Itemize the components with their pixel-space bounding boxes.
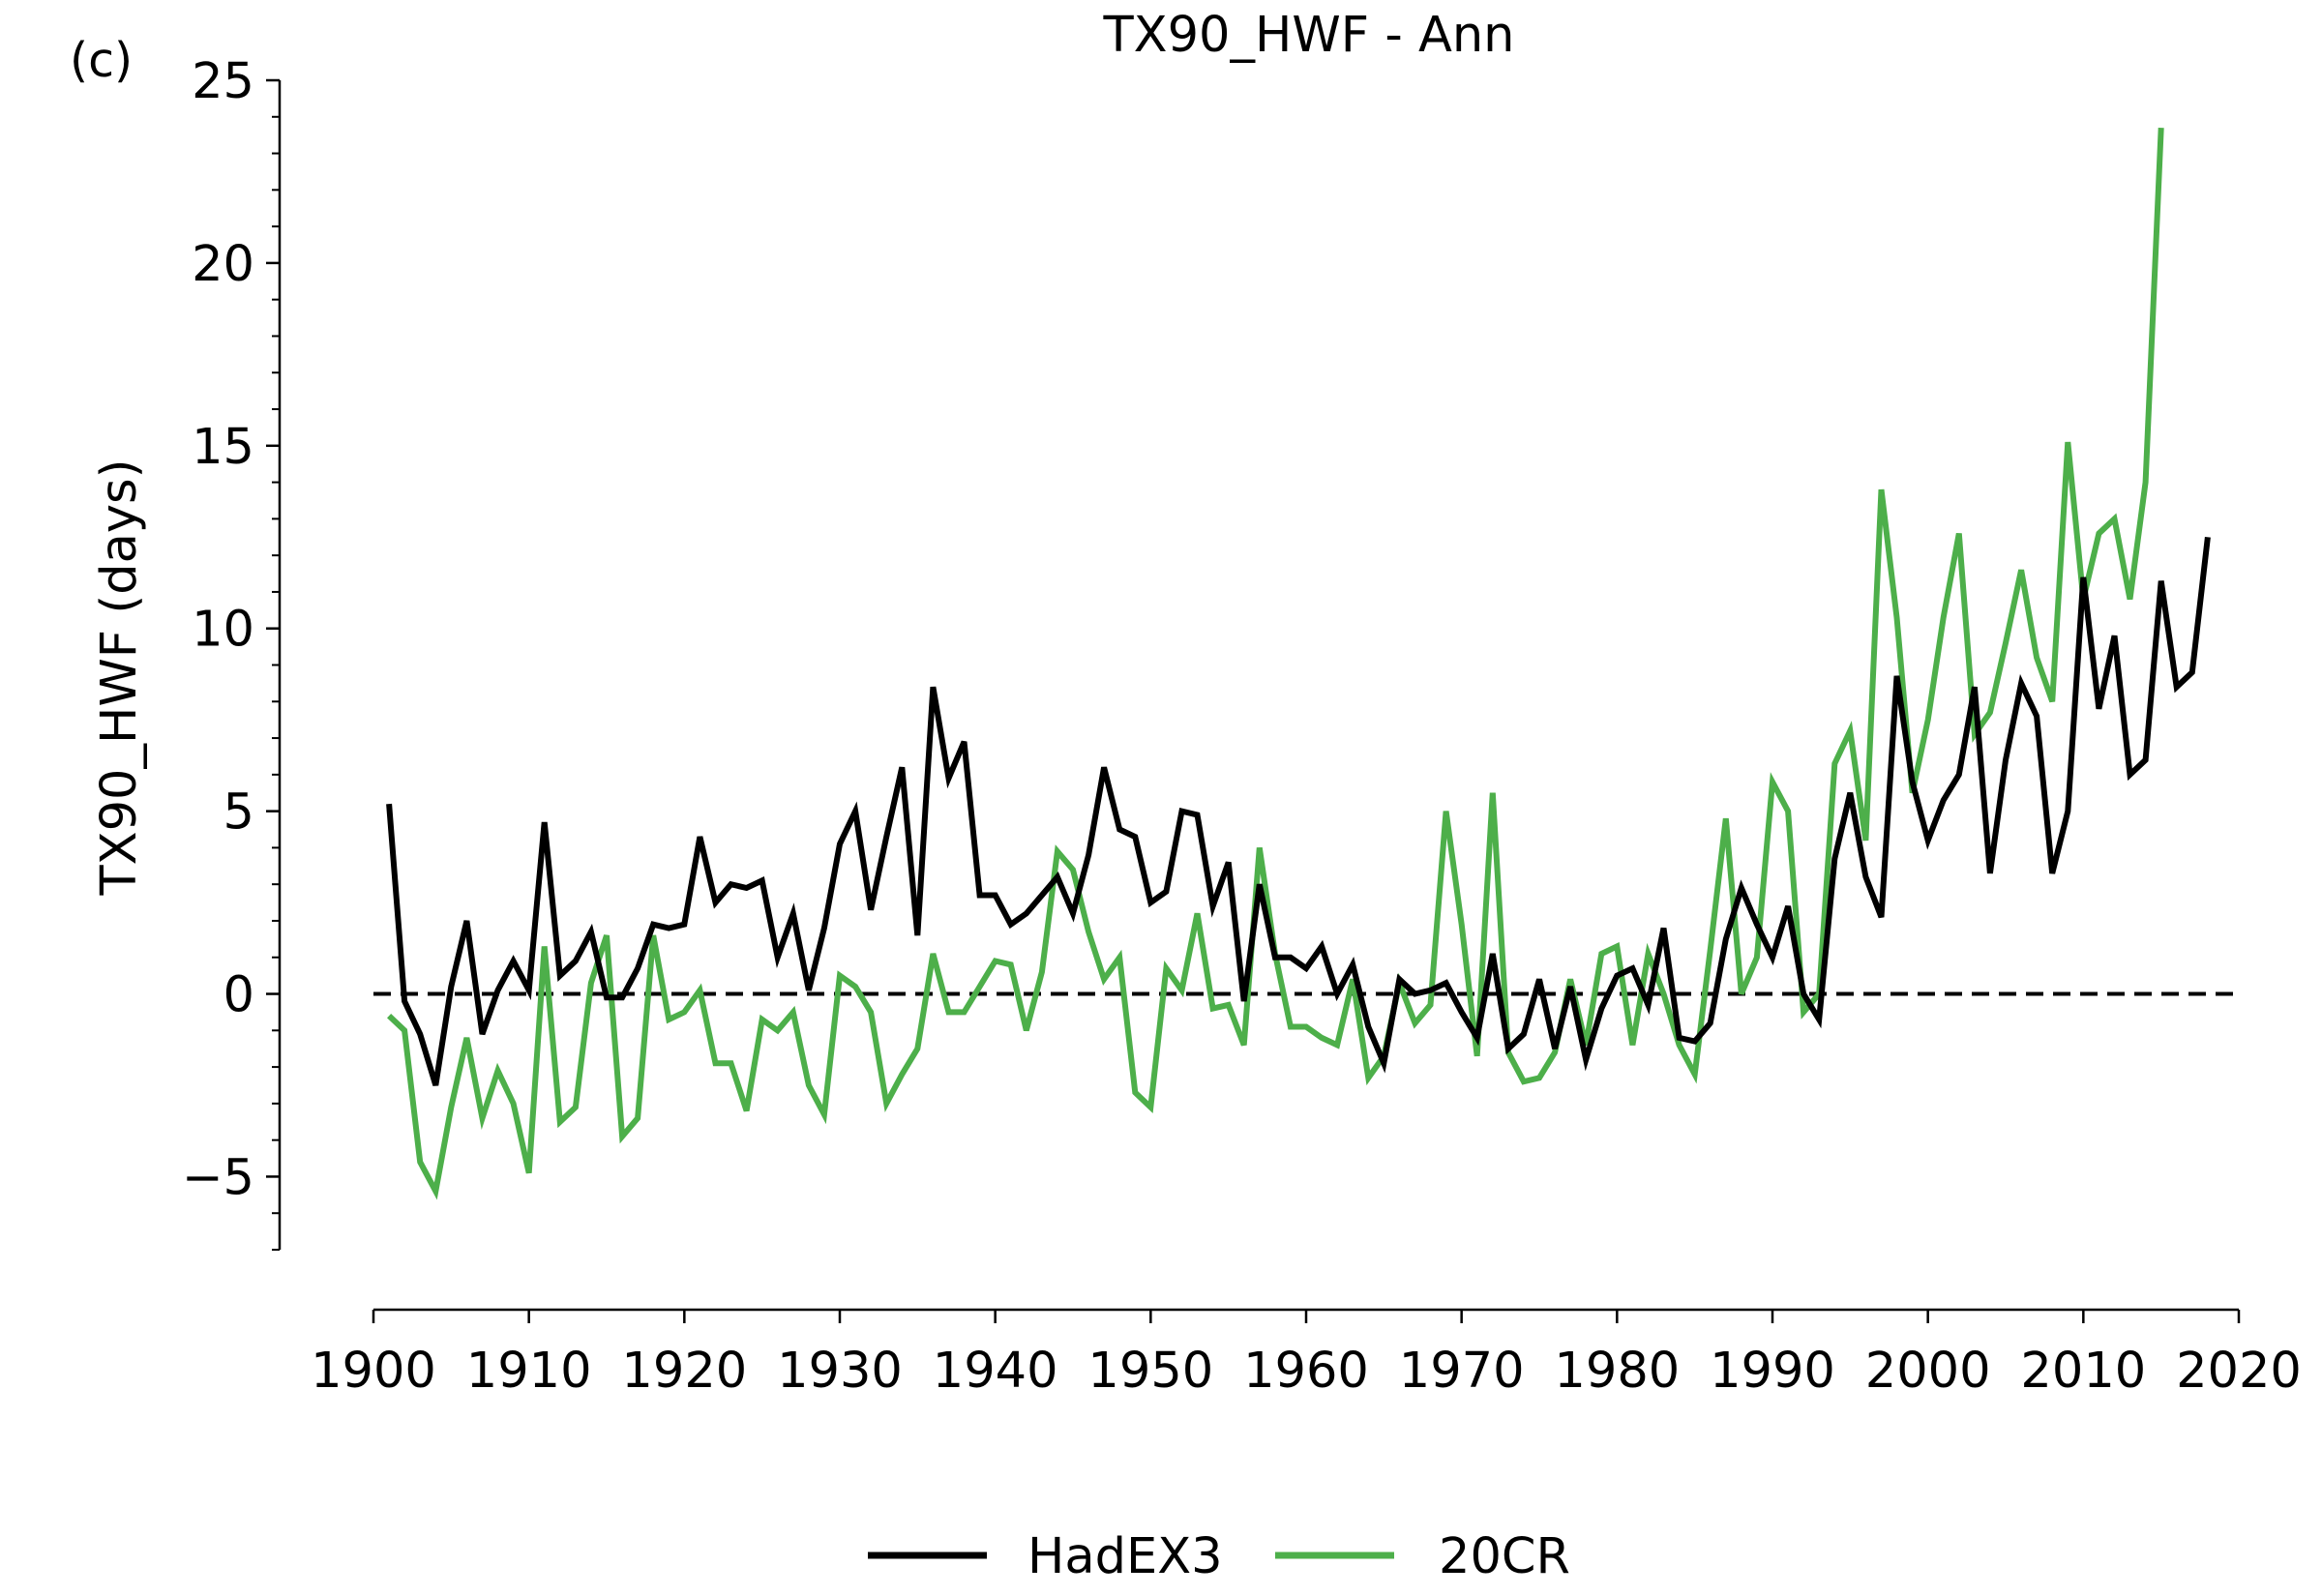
x-tick-label: 1990: [1710, 1343, 1835, 1400]
series-line-hadex3: [386, 536, 2211, 1086]
y-tick-label: 15: [192, 419, 254, 476]
series-group: [386, 127, 2211, 1200]
y-axis: −5 0 5 10 15 20 25: [182, 53, 282, 1251]
legend: HadEX3 20CR: [868, 1528, 1570, 1585]
panel-label: (c): [70, 33, 133, 88]
x-tick-label: 1920: [621, 1343, 747, 1400]
x-tick-label: 1950: [1087, 1343, 1213, 1400]
chart-title: TX90_HWF - Ann: [1103, 7, 1515, 64]
y-tick-label: 20: [192, 236, 254, 293]
y-tick-label: −5: [182, 1149, 254, 1206]
x-tick-label: 2010: [2020, 1343, 2146, 1400]
x-tick-label: 1910: [466, 1343, 592, 1400]
legend-label-hadex3: HadEX3: [1027, 1528, 1223, 1585]
y-tick-label: 25: [192, 53, 254, 110]
x-tick-label: 1960: [1243, 1343, 1369, 1400]
x-tick-label: 2020: [2176, 1343, 2302, 1400]
y-axis-label: TX90_HWF (days): [91, 459, 148, 897]
x-tick-label: 1930: [777, 1343, 903, 1400]
x-tick-label: 1940: [933, 1343, 1058, 1400]
y-tick-label: 10: [192, 602, 254, 659]
y-tick-label: 5: [223, 784, 254, 842]
x-tick-label: 1980: [1554, 1343, 1680, 1400]
x-tick-label: 2000: [1865, 1343, 1991, 1400]
x-tick-label: 1970: [1399, 1343, 1525, 1400]
x-axis: 1900 1910 1920 1930 1940 1950 1960 1970 1980 1990…: [311, 1308, 2302, 1400]
series-line-20cr: [387, 127, 2164, 1200]
legend-label-20cr: 20CR: [1439, 1528, 1570, 1585]
y-tick-label: 0: [223, 967, 254, 1024]
x-tick-label: 1900: [311, 1343, 436, 1400]
